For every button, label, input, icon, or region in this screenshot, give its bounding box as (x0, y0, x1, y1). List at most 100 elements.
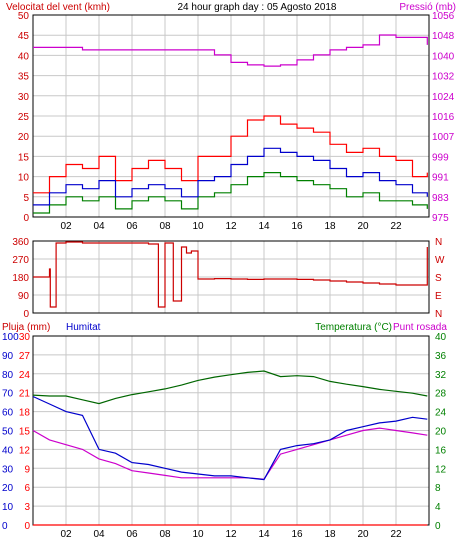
wind-speed-tick-label: 30 (18, 92, 30, 103)
panel1-x-tick-label: 06 (126, 221, 138, 232)
rain-tick-label: 12 (19, 445, 31, 456)
dewpoint-line (32, 427, 428, 480)
rain-tick-label: 6 (24, 483, 30, 494)
temperature-axis-label: Temperatura (°C) (315, 322, 392, 333)
wind-speed-tick-label: 35 (18, 72, 30, 83)
direction-tick-label: 360 (12, 237, 29, 248)
panel3-x-tick-label: 02 (60, 529, 72, 540)
panel1-frame (32, 14, 430, 218)
pressure-tick-label: 1007 (432, 132, 455, 143)
rain-tick-label: 24 (19, 370, 31, 381)
wind-direction-line (33, 241, 428, 308)
humidity-tick-label: 50 (2, 427, 14, 438)
compass-tick-label: E (435, 291, 442, 302)
humidity-tick-label: 30 (2, 464, 14, 475)
humidity-line (32, 395, 428, 481)
humidity-tick-label: 0 (2, 521, 8, 532)
panel3-x-tick-label: 14 (258, 529, 270, 540)
wind-low-line (33, 172, 428, 214)
temperature-line (32, 370, 428, 405)
panel3-x-tick-label: 18 (324, 529, 336, 540)
panel1-x-tick-label: 04 (93, 221, 105, 232)
rain-tick-label: 15 (19, 427, 31, 438)
panel3-x-tick-label: 16 (291, 529, 303, 540)
rain-axis-label: Pluja (mm) (2, 322, 50, 333)
panel1-x-tick-label: 14 (258, 221, 270, 232)
humidity-tick-label: 20 (2, 483, 14, 494)
panel1-x-tick-label: 02 (60, 221, 72, 232)
wind-average-line (33, 147, 428, 206)
humidity-tick-label: 90 (2, 351, 14, 362)
rain-tick-label: 9 (24, 464, 30, 475)
temperature-tick-label: 28 (435, 389, 447, 400)
direction-tick-label: 180 (12, 273, 29, 284)
wind-speed-tick-label: 5 (23, 193, 29, 204)
panel3-x-tick-label: 04 (93, 529, 105, 540)
panel1-x-tick-label: 20 (357, 221, 369, 232)
panel3-x-tick-label: 06 (126, 529, 138, 540)
rain-tick-label: 3 (24, 502, 30, 513)
temperature-tick-label: 20 (435, 427, 447, 438)
wind-gust-line (33, 115, 428, 194)
dewpoint-axis-label: Punt rosada (393, 322, 447, 333)
pressure-tick-label: 1016 (432, 112, 455, 123)
temperature-tick-label: 0 (435, 521, 441, 532)
wind-speed-axis-label: Velocitat del vent (kmh) (6, 2, 110, 13)
pressure-tick-label: 1024 (432, 92, 455, 103)
temperature-tick-label: 8 (435, 483, 441, 494)
humidity-tick-label: 60 (2, 408, 14, 419)
wind-speed-tick-label: 0 (23, 213, 29, 224)
temperature-tick-label: 16 (435, 445, 447, 456)
rain-tick-label: 27 (19, 351, 31, 362)
temperature-tick-label: 12 (435, 464, 447, 475)
humidity-tick-label: 80 (2, 370, 14, 381)
temperature-tick-label: 4 (435, 502, 441, 513)
panel3-x-tick-label: 22 (390, 529, 402, 540)
direction-tick-label: 270 (12, 255, 29, 266)
humidity-axis-label: Humitat (66, 322, 101, 333)
panel1-x-tick-label: 18 (324, 221, 336, 232)
humidity-tick-label: 100 (2, 332, 19, 343)
compass-tick-label: N (435, 237, 442, 248)
direction-tick-label: 90 (18, 291, 30, 302)
pressure-tick-label: 1032 (432, 72, 455, 83)
panel3-x-tick-label: 10 (192, 529, 204, 540)
pressure-tick-label: 1048 (432, 31, 455, 42)
temperature-tick-label: 40 (435, 332, 447, 343)
pressure-tick-label: 1056 (432, 11, 455, 22)
compass-tick-label: S (435, 273, 442, 284)
temperature-tick-label: 32 (435, 370, 447, 381)
humidity-tick-label: 10 (2, 502, 14, 513)
wind-speed-tick-label: 20 (18, 132, 30, 143)
wind-speed-tick-label: 50 (18, 11, 30, 22)
rain-tick-label: 21 (19, 389, 31, 400)
direction-tick-label: 0 (23, 309, 29, 320)
wind-speed-tick-label: 45 (18, 31, 30, 42)
panel1-x-tick-label: 10 (192, 221, 204, 232)
chart-title: 24 hour graph day : 05 Agosto 2018 (177, 2, 336, 13)
temperature-tick-label: 24 (435, 408, 447, 419)
humidity-tick-label: 70 (2, 389, 14, 400)
panel1-x-tick-label: 22 (390, 221, 402, 232)
temperature-tick-label: 36 (435, 351, 447, 362)
panel3-x-tick-label: 12 (225, 529, 237, 540)
panel3-x-tick-label: 20 (357, 529, 369, 540)
compass-tick-label: W (435, 255, 445, 266)
pressure-line (33, 34, 428, 67)
pressure-tick-label: 1040 (432, 51, 455, 62)
pressure-tick-label: 975 (432, 213, 449, 224)
panel1-x-tick-label: 16 (291, 221, 303, 232)
humidity-tick-label: 40 (2, 445, 14, 456)
pressure-tick-label: 983 (432, 193, 449, 204)
compass-tick-label: N (435, 309, 442, 320)
pressure-tick-label: 991 (432, 173, 449, 184)
wind-speed-tick-label: 40 (18, 51, 30, 62)
pressure-axis-label: Pressió (mb) (399, 2, 456, 13)
panel1-x-tick-label: 12 (225, 221, 237, 232)
rain-tick-label: 0 (24, 521, 30, 532)
panel3-x-tick-label: 08 (159, 529, 171, 540)
wind-speed-tick-label: 10 (18, 173, 30, 184)
rain-tick-label: 30 (19, 332, 31, 343)
